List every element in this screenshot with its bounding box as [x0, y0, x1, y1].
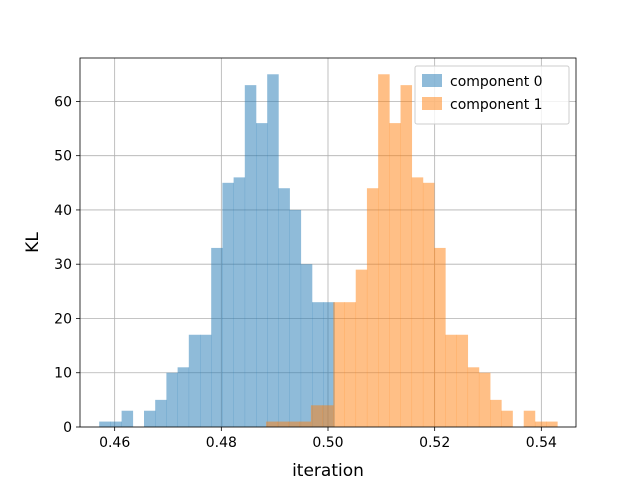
histogram-bar: [99, 421, 111, 427]
histogram-bar: [534, 421, 547, 427]
histogram-bar: [478, 372, 491, 427]
series-0-bars: [99, 74, 335, 427]
legend-box: [414, 65, 570, 125]
x-axis-ticks: 0.46 0.48 0.50 0.52 0.54: [99, 427, 557, 451]
histogram-bar: [277, 421, 289, 427]
histogram-bar: [322, 405, 334, 427]
y-tick-label: 20: [54, 311, 72, 327]
legend-swatch: [422, 97, 442, 110]
histogram-bar: [355, 269, 368, 427]
histogram-bar: [366, 188, 379, 427]
histogram-bar: [256, 123, 268, 427]
y-axis-ticks: 0 10 20 30 40 50 60: [54, 94, 80, 436]
x-tick-label: 0.52: [419, 435, 450, 451]
histogram-bar: [244, 85, 257, 427]
histogram-bar: [389, 123, 401, 427]
grid-lines: [80, 58, 576, 428]
legend-entry-label: component 1: [450, 97, 543, 113]
histogram-bar: [490, 399, 502, 427]
histogram-bars: [99, 74, 558, 427]
histogram-bar: [200, 334, 212, 427]
histogram-bar: [456, 334, 469, 427]
x-tick-label: 0.46: [99, 435, 130, 451]
histogram-bar: [188, 334, 201, 427]
histogram-bar: [278, 188, 290, 427]
histogram-bar: [155, 399, 167, 427]
histogram-bar: [434, 247, 446, 427]
histogram-bar: [222, 182, 234, 427]
histogram-bar: [166, 372, 178, 427]
histogram-bar: [300, 264, 313, 427]
histogram-bar: [177, 367, 190, 427]
x-tick-label: 0.48: [206, 435, 237, 451]
y-tick-label: 60: [54, 94, 72, 110]
histogram-bar: [144, 410, 156, 427]
histogram-bar: [445, 334, 457, 427]
histogram-bar: [501, 410, 513, 427]
y-tick-label: 0: [63, 420, 72, 436]
y-tick-label: 10: [54, 366, 72, 382]
histogram-bar: [400, 85, 413, 427]
histogram-bar: [323, 302, 335, 427]
histogram-bar: [110, 421, 122, 427]
histogram-bar: [523, 410, 536, 427]
x-axis-label: iteration: [292, 461, 364, 480]
legend: component 0 component 1: [414, 65, 570, 125]
histogram-bar: [333, 302, 345, 427]
histogram-bar: [467, 367, 480, 427]
x-tick-label: 0.54: [526, 435, 557, 451]
histogram-bar: [121, 410, 134, 427]
histogram-bar: [299, 421, 312, 427]
y-tick-label: 50: [54, 149, 72, 165]
histogram-bar: [289, 209, 302, 427]
histogram-bar: [267, 74, 279, 427]
x-tick-label: 0.50: [312, 435, 343, 451]
histogram-bar: [211, 247, 223, 427]
y-tick-label: 30: [54, 257, 72, 273]
histogram-bar: [411, 177, 424, 427]
legend-entry-label: component 0: [450, 74, 543, 90]
series-1-bars: [266, 74, 558, 427]
histogram-bar: [422, 182, 435, 427]
y-tick-label: 40: [54, 203, 72, 219]
y-axis-label: KL: [23, 232, 43, 253]
histogram-bar: [266, 421, 278, 427]
histogram-bar: [344, 302, 357, 427]
histogram-bar: [288, 421, 301, 427]
histogram-bar: [233, 177, 246, 427]
histogram-bar: [310, 405, 323, 427]
histogram-bar: [546, 421, 558, 427]
histogram-bar: [312, 302, 324, 427]
legend-swatch: [422, 74, 442, 87]
histogram-bar: [378, 74, 390, 427]
